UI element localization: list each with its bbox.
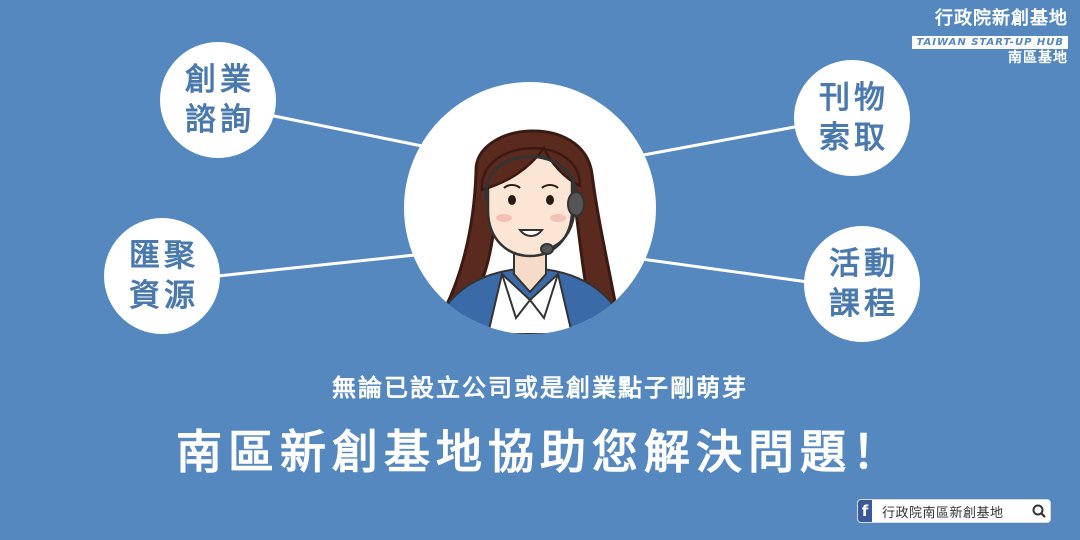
service-label-line: 刊物 xyxy=(819,80,889,116)
service-bubble-publications: 刊物 索取 xyxy=(794,60,910,176)
service-label-line: 諮詢 xyxy=(185,102,255,138)
subtitle: 無論已設立公司或是創業點子剛萌芽 xyxy=(332,374,748,402)
service-bubble-resources: 匯聚 資源 xyxy=(104,218,220,334)
service-label-line: 匯聚 xyxy=(129,238,199,274)
facebook-page-name: 行政院南區新創基地 xyxy=(882,505,1004,521)
service-label-line: 創業 xyxy=(185,62,255,98)
service-label-line: 活動 xyxy=(829,246,899,282)
connector-line xyxy=(263,112,433,150)
connector-line xyxy=(637,124,801,158)
service-label-line: 索取 xyxy=(819,120,889,156)
service-bubble-consulting: 創業 諮詢 xyxy=(160,42,276,158)
facebook-icon: f xyxy=(858,500,872,522)
customer-service-avatar xyxy=(404,82,656,334)
brand-logo: 行政院新創基地 TAIWAN START-UP HUB 南區基地 xyxy=(912,8,1068,67)
connector-line xyxy=(633,256,809,284)
brand-subtitle-en: TAIWAN START-UP HUB xyxy=(912,36,1068,49)
brand-branch: 南區基地 xyxy=(1008,50,1068,66)
headline: 南區新創基地協助您解決問題！ xyxy=(176,425,904,479)
search-icon[interactable] xyxy=(1028,500,1050,522)
service-label-line: 資源 xyxy=(129,278,199,314)
brand-title: 行政院新創基地 xyxy=(935,8,1068,29)
facebook-search-bar[interactable]: f 行政院南區新創基地 xyxy=(858,500,1050,522)
service-label-line: 課程 xyxy=(829,286,899,322)
agent-illustration xyxy=(432,129,628,334)
connector-line xyxy=(217,252,425,278)
service-bubble-courses: 活動 課程 xyxy=(804,226,920,342)
